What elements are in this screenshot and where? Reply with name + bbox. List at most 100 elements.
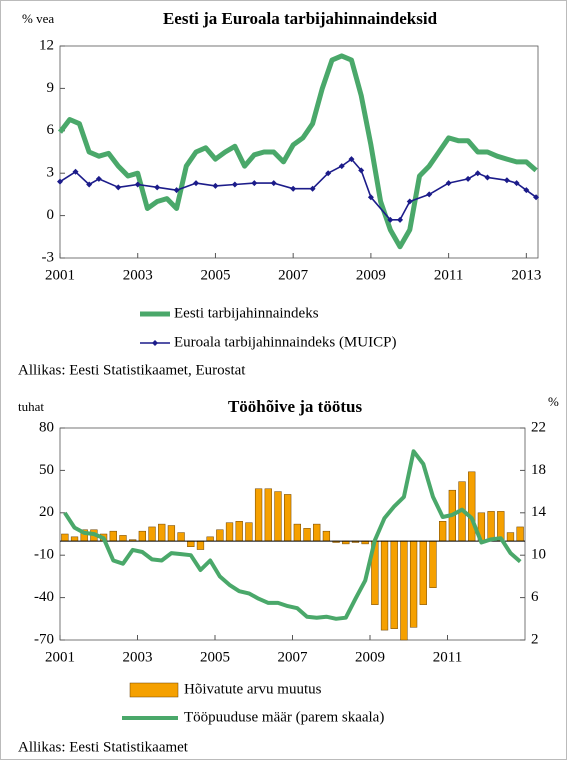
- legend-swatch: [129, 682, 179, 698]
- y-tick-label: 3: [47, 165, 55, 181]
- marker: [465, 175, 472, 182]
- x-tick-label: 2001: [45, 649, 75, 665]
- bar: [235, 521, 243, 542]
- y-tick-label: 80: [39, 419, 54, 435]
- marker: [270, 180, 277, 187]
- marker: [173, 187, 180, 194]
- y-tick-label: -70: [34, 631, 54, 647]
- bar: [487, 511, 495, 542]
- x-tick-label: 2005: [200, 649, 230, 665]
- marker: [72, 168, 79, 175]
- y2-axis-label: %: [548, 394, 559, 409]
- marker: [115, 184, 122, 191]
- marker: [325, 170, 332, 177]
- source: Allikas: Eesti Statistikaamet, Eurostat: [18, 362, 246, 378]
- marker: [309, 185, 316, 192]
- marker: [523, 187, 530, 194]
- legend-label: Tööpuuduse määr (parem skaala): [184, 709, 384, 725]
- x-tick-label: 2003: [123, 649, 153, 665]
- x-tick-label: 2009: [355, 649, 385, 665]
- bar: [274, 491, 282, 542]
- bar: [293, 523, 301, 542]
- bar: [468, 471, 476, 542]
- marker: [86, 181, 93, 188]
- marker: [426, 191, 433, 198]
- marker: [134, 181, 141, 188]
- y2-tick-label: 2: [531, 631, 539, 647]
- y-tick-label: 12: [39, 37, 54, 53]
- bar: [254, 488, 263, 542]
- y-tick-label: -40: [34, 589, 54, 605]
- y-tick-label: 0: [47, 207, 55, 223]
- x-tick-label: 2011: [434, 267, 463, 283]
- bar: [225, 522, 234, 542]
- y-tick-label: 20: [39, 504, 54, 520]
- marker: [445, 180, 452, 187]
- y2-tick-label: 10: [531, 547, 546, 563]
- bar: [109, 530, 117, 542]
- marker: [513, 180, 520, 187]
- bar: [322, 530, 331, 542]
- chart-title: Eesti ja Euroala tarbijahinnaindeksid: [163, 9, 438, 28]
- y-axis-label: tuhat: [18, 399, 44, 414]
- marker: [397, 216, 404, 223]
- x-tick-label: 2003: [123, 267, 153, 283]
- bar: [429, 540, 437, 588]
- marker: [503, 177, 510, 184]
- x-tick-label: 2005: [200, 267, 230, 283]
- marker: [367, 194, 374, 201]
- bar: [390, 540, 398, 629]
- bar: [70, 536, 79, 542]
- marker: [290, 185, 297, 192]
- bar: [158, 523, 166, 542]
- x-tick-label: 2011: [433, 649, 462, 665]
- marker: [387, 216, 394, 223]
- bar: [167, 525, 176, 542]
- x-tick-label: 2007: [278, 267, 309, 283]
- y-tick-label: -3: [42, 249, 55, 265]
- marker: [57, 178, 63, 185]
- bar: [245, 522, 253, 542]
- source: Allikas: Eesti Statistikaamet: [18, 739, 189, 755]
- legend-marker: [152, 340, 158, 346]
- marker: [474, 170, 481, 177]
- bar: [264, 488, 272, 542]
- bar: [303, 528, 311, 542]
- x-tick-label: 2013: [511, 267, 541, 283]
- marker: [95, 175, 102, 182]
- y-tick-label: 50: [39, 462, 54, 478]
- bar: [119, 535, 127, 542]
- marker: [212, 182, 219, 189]
- bar: [313, 523, 321, 542]
- marker: [251, 180, 258, 187]
- x-tick-label: 2009: [356, 267, 386, 283]
- marker: [231, 181, 238, 188]
- bar: [216, 529, 224, 542]
- bar: [409, 540, 418, 628]
- bar: [196, 540, 205, 550]
- y2-tick-label: 6: [531, 589, 539, 605]
- bar: [61, 533, 69, 542]
- y2-tick-label: 14: [531, 504, 547, 520]
- legend-label: Hõivatute arvu muutus: [184, 681, 322, 697]
- bar: [439, 521, 447, 542]
- y2-tick-label: 18: [531, 462, 546, 478]
- marker: [406, 198, 413, 205]
- legend-label: Euroala tarbijahinnaindeks (MUICP): [174, 334, 396, 350]
- bar: [148, 526, 156, 542]
- bar: [138, 530, 146, 542]
- marker: [154, 184, 161, 191]
- x-tick-label: 2001: [45, 267, 75, 283]
- bar: [206, 536, 214, 542]
- marker: [338, 163, 345, 170]
- y-tick-label: 6: [47, 122, 55, 138]
- bar: [506, 532, 515, 542]
- chart-title: Tööhõive ja töötus: [228, 397, 363, 416]
- marker: [533, 194, 540, 201]
- marker: [484, 174, 491, 181]
- marker: [358, 167, 365, 174]
- bar: [400, 540, 408, 641]
- x-tick-label: 2007: [278, 649, 309, 665]
